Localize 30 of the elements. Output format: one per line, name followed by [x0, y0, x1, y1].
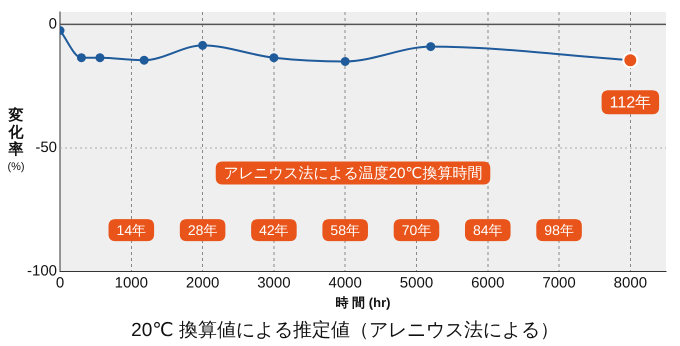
x-tick-label: 1000	[114, 274, 148, 292]
annotation: 14年	[116, 222, 146, 238]
x-tick-label: 7000	[542, 274, 576, 292]
annotation: 112年	[610, 94, 652, 112]
text: 20℃ 換算値による推定値（アレニウス法による）	[131, 318, 559, 341]
point	[76, 53, 86, 62]
annotation: 28年	[188, 222, 218, 238]
annotation: 42年	[259, 222, 289, 238]
point	[95, 53, 104, 62]
y-tick-label: -100	[26, 262, 58, 280]
point	[426, 42, 436, 52]
annotation: 84年	[472, 222, 503, 238]
annotation: アレニウス法による温度20℃換算時間	[224, 165, 482, 182]
annotation: 58年	[330, 222, 360, 238]
x-tick-label: 3000	[257, 274, 291, 292]
annotation: 70年	[402, 222, 432, 238]
x-tick-label: 4000	[328, 274, 362, 292]
y-axis-title: 変化率 (%)	[7, 106, 25, 174]
point	[140, 56, 149, 65]
y-tick-label: 0	[48, 16, 58, 33]
x-tick-label: 6000	[471, 274, 504, 292]
annotation: 98年	[544, 222, 574, 238]
y-tick-label: -50	[35, 139, 58, 156]
point	[198, 40, 208, 50]
x-axis-title: 時 間 (hr)	[336, 294, 390, 310]
point	[340, 56, 350, 66]
point	[269, 53, 278, 62]
x-tick-label: 8000	[614, 274, 648, 292]
x-tick-label: 2000	[186, 274, 220, 292]
x-tick-label: 5000	[400, 274, 434, 292]
